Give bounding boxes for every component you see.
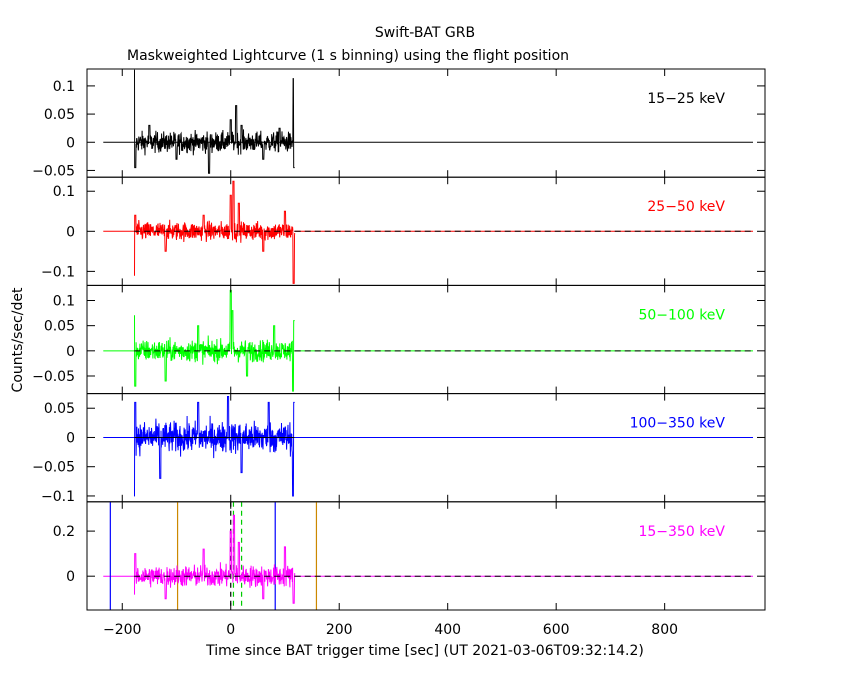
energy-band-label: 15−350 keV xyxy=(638,524,725,540)
series-line xyxy=(134,514,296,604)
y-tick-label: 0.2 xyxy=(53,524,75,540)
y-tick-label: 0 xyxy=(66,135,75,151)
panel-3: −0.05 0 0.05 0.1 50−100 keV xyxy=(32,284,766,395)
panel-5: 0 0.2 15−350 keV xyxy=(53,501,766,611)
series-line xyxy=(134,396,295,497)
y-tick-label: 0 xyxy=(66,224,75,240)
y-tick-label: 0.05 xyxy=(44,319,75,335)
y-tick-label: 0.05 xyxy=(44,107,75,123)
y-tick-label: −0.05 xyxy=(32,460,75,476)
chart-subtitle: Maskweighted Lightcurve (1 s binning) us… xyxy=(127,48,569,64)
y-tick-label: 0 xyxy=(66,344,75,360)
energy-band-label: 15−25 keV xyxy=(647,91,725,107)
x-tick-label: 0 xyxy=(226,622,235,638)
energy-band-label: 50−100 keV xyxy=(638,307,725,323)
y-tick-label: 0.1 xyxy=(53,184,75,200)
y-axis-label: Counts/sec/det xyxy=(10,287,26,392)
energy-band-label: 25−50 keV xyxy=(647,199,725,215)
x-tick-label: 600 xyxy=(543,622,570,638)
y-tick-label: 0 xyxy=(66,569,75,585)
chart-title: Swift-BAT GRB xyxy=(375,25,475,41)
y-tick-label: −0.1 xyxy=(41,489,75,505)
x-tick-label: 400 xyxy=(434,622,461,638)
x-tick-label: 800 xyxy=(651,622,678,638)
x-tick-label: −200 xyxy=(103,622,141,638)
series-line xyxy=(134,289,295,392)
y-tick-label: 0 xyxy=(66,430,75,446)
panel-1: −0.05 0 0.05 0.1 15−25 keV xyxy=(32,68,766,179)
y-tick-label: 0.05 xyxy=(44,401,75,417)
panel-frame xyxy=(86,501,766,611)
y-tick-label: 0.1 xyxy=(53,79,75,95)
y-tick-label: −0.1 xyxy=(41,264,75,280)
panel-2: −0.1 0 0.1 25−50 keV xyxy=(41,176,766,286)
panel-4: −0.1 −0.05 0 0.05 100−350 keV xyxy=(32,393,766,505)
x-axis-label: Time since BAT trigger time [sec] (UT 20… xyxy=(205,643,644,659)
energy-band-label: 100−350 keV xyxy=(630,416,726,432)
y-tick-label: 0.1 xyxy=(53,293,75,309)
x-tick-label: 200 xyxy=(326,622,353,638)
y-tick-label: −0.05 xyxy=(32,163,75,179)
y-tick-label: −0.05 xyxy=(32,369,75,385)
